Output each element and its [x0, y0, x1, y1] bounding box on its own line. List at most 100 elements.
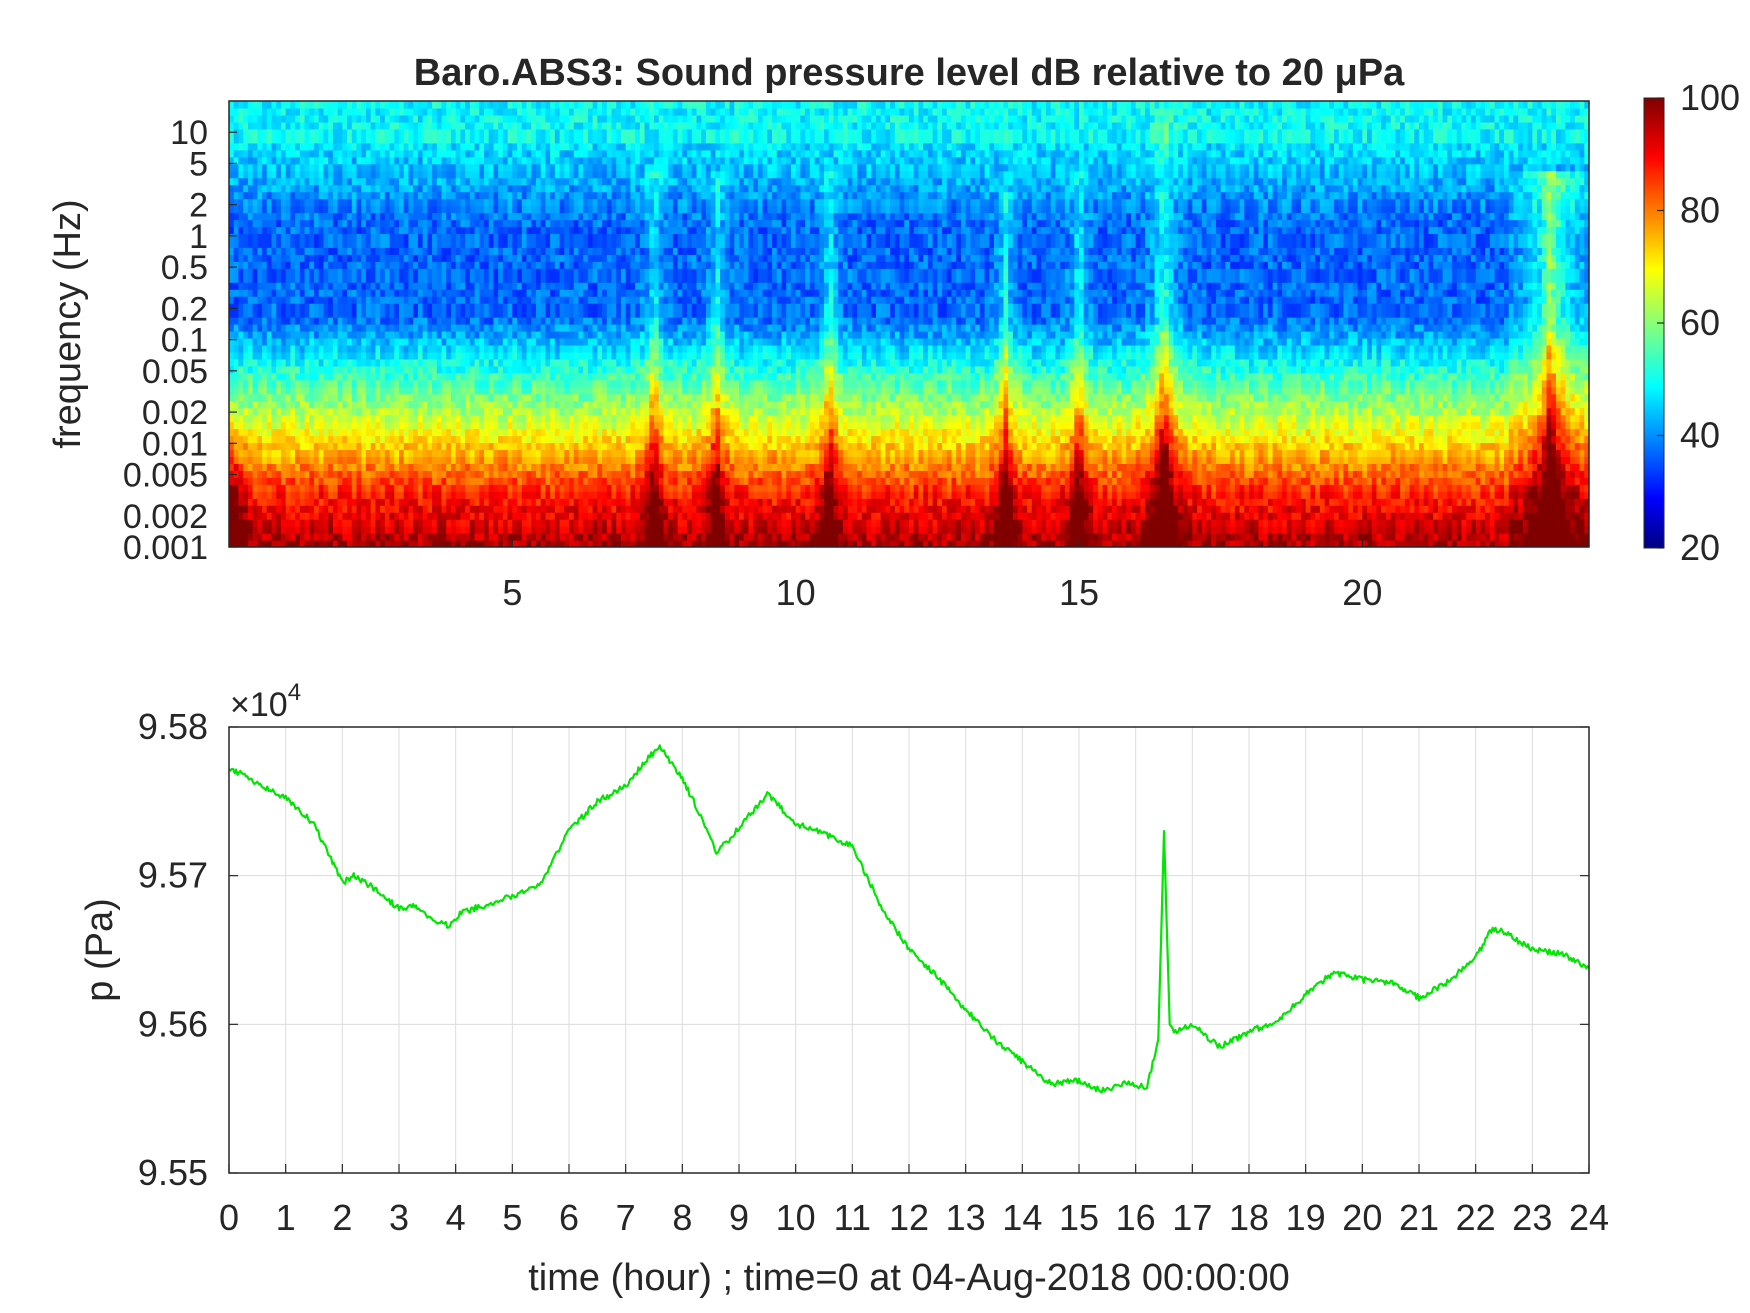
spectrogram-cell: [1036, 456, 1042, 464]
spectrogram-cell: [422, 498, 428, 506]
spectrogram-cell: [375, 491, 381, 499]
spectrogram-cell: [1574, 491, 1581, 499]
spectrogram-cell: [474, 477, 480, 485]
spectrogram-cell: [1149, 477, 1156, 485]
spectrogram-cell: [318, 533, 325, 541]
spectrogram-cell: [1352, 526, 1359, 534]
spectrogram-cell: [1244, 519, 1250, 527]
spectrogram-cell: [965, 491, 971, 499]
spectrogram-cell: [1107, 428, 1113, 437]
spectrogram-cell: [1239, 428, 1245, 437]
spectrogram-cell: [1173, 463, 1179, 471]
spectrogram-cell: [795, 435, 801, 444]
spectrogram-cell: [795, 526, 801, 534]
spectrogram-cell: [1352, 477, 1359, 485]
spectrogram-cell: [1310, 512, 1316, 520]
spectrogram-cell: [1253, 484, 1260, 492]
spectrogram-cell: [715, 519, 721, 527]
spectrogram-cell: [1027, 435, 1033, 444]
spectrogram-cell: [1140, 435, 1146, 444]
spectrogram-cell: [564, 512, 570, 520]
spectrogram-cell: [1201, 526, 1208, 534]
spectrogram-cell: [389, 519, 395, 527]
spectrogram-cell: [1513, 477, 1519, 485]
spectrogram-cell: [252, 519, 258, 527]
spectrogram-cell: [1097, 519, 1104, 527]
spectrogram-cell: [252, 533, 258, 541]
spectrogram-cell: [1400, 512, 1406, 520]
spectrogram-cell: [1017, 435, 1023, 444]
spectrogram-cell: [1102, 533, 1108, 541]
spectrogram-cell: [1414, 498, 1420, 506]
spectrogram-cell: [583, 463, 589, 471]
spectrogram-cell: [616, 421, 622, 430]
spectrogram-cell: [677, 470, 683, 478]
spectrogram-cell: [1504, 512, 1510, 520]
spectrogram-cell: [1258, 470, 1264, 478]
spectrogram-cell: [904, 498, 910, 506]
spectrogram-cell: [332, 456, 339, 464]
spectrogram-cell: [1419, 505, 1425, 513]
spectrogram-cell: [1027, 456, 1033, 464]
spectrogram-cell: [871, 512, 877, 520]
spectrogram-cell: [838, 540, 844, 547]
spectrogram-cell: [309, 470, 315, 478]
spectrogram-cell: [847, 505, 853, 513]
spectrogram-cell: [1390, 456, 1396, 464]
spectrogram-cell: [1230, 491, 1236, 499]
spectrogram-cell: [1475, 540, 1481, 547]
spectrogram-cell: [1470, 498, 1477, 506]
spectrogram-cell: [1518, 526, 1524, 534]
spectrogram-cell: [314, 435, 320, 444]
spectrogram-cell: [517, 456, 523, 464]
spectrogram-cell: [554, 428, 561, 437]
spectrogram-cell: [682, 505, 688, 513]
spectrogram-cell: [314, 463, 320, 471]
spectrogram-cell: [1494, 526, 1500, 534]
spectrogram-cell: [1064, 505, 1071, 513]
spectrogram-cell: [493, 449, 499, 458]
spectrogram-cell: [1579, 442, 1585, 451]
spectrogram-cell: [776, 519, 783, 527]
spectrogram-cell: [1178, 463, 1184, 471]
spectrogram-cell: [1504, 498, 1510, 506]
spectrogram-cell: [1282, 442, 1288, 451]
spectrogram-cell: [710, 428, 716, 437]
spectrogram-cell: [587, 484, 594, 492]
spectrogram-cell: [1140, 533, 1146, 541]
spectrogram-cell: [838, 533, 844, 541]
spectrogram-cell: [951, 491, 957, 499]
spectrogram-cell: [1097, 463, 1104, 471]
spectrogram-cell: [970, 470, 976, 478]
spectrogram-cell: [1201, 463, 1208, 471]
spectrogram-cell: [569, 463, 575, 471]
spectrogram-cell: [521, 484, 528, 492]
spectrogram-cell: [304, 519, 310, 527]
spectrogram-cell: [767, 526, 773, 534]
spectrogram-cell: [885, 456, 891, 464]
spectrogram-cell: [1475, 442, 1481, 451]
spectrogram-cell: [1244, 498, 1250, 506]
spectrogram-cell: [1442, 491, 1448, 499]
spectrogram-cell: [705, 470, 712, 478]
spectrogram-cell: [1579, 498, 1585, 506]
spectrogram-cell: [554, 421, 561, 430]
spectrogram-cell: [762, 442, 768, 451]
spectrogram-cell: [474, 421, 480, 430]
spectrogram-cell: [285, 456, 291, 464]
spectrogram-cell: [578, 442, 584, 451]
spectrogram-cell: [1291, 435, 1297, 444]
spectrogram-cell: [1376, 456, 1382, 464]
spectrogram-cell: [1433, 491, 1439, 499]
spectrogram-cell: [1555, 463, 1562, 471]
spectrogram-cell: [729, 491, 735, 499]
spectrogram-cell: [1494, 435, 1500, 444]
spectrogram-cell: [739, 533, 745, 541]
spectrogram-cell: [649, 456, 655, 464]
spectrogram-cell: [720, 470, 726, 478]
spectrogram-cell: [550, 526, 556, 534]
spectrogram-cell: [1522, 491, 1529, 499]
spectrogram-cell: [635, 512, 641, 520]
spectrogram-cell: [309, 442, 315, 451]
spectrogram-cell: [1423, 442, 1430, 451]
